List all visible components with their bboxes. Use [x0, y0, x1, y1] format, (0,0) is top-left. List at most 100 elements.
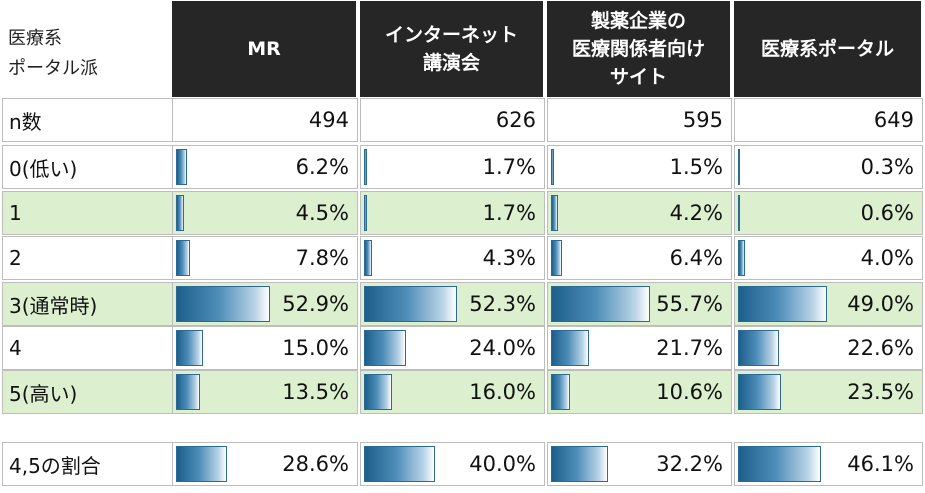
value-bar [738, 286, 827, 322]
data-cell: 40.0% [360, 442, 545, 486]
data-cell: 0.3% [734, 145, 923, 189]
row-label: 5(高い) [2, 370, 172, 414]
data-cell: 32.2% [547, 442, 732, 486]
value-bar [738, 374, 781, 410]
data-cell: 6.2% [172, 145, 358, 189]
data-label: 55.7% [656, 292, 723, 316]
data-label: 32.2% [656, 452, 723, 476]
row-label: 0(低い) [2, 145, 172, 189]
data-cell: 52.9% [172, 282, 358, 326]
data-label: 4.2% [669, 201, 723, 225]
value-bar [176, 446, 227, 482]
data-cell: 22.6% [734, 326, 923, 370]
column-header: MR [172, 1, 356, 97]
data-cell: 23.5% [734, 370, 923, 414]
row-label: 1 [2, 191, 172, 235]
data-label: 4.5% [295, 201, 349, 225]
count-label: 626 [495, 108, 536, 132]
value-bar [364, 195, 367, 231]
data-cell: 21.7% [547, 326, 732, 370]
data-label: 4.3% [482, 246, 536, 270]
data-label: 1.7% [482, 155, 536, 179]
data-cell: 15.0% [172, 326, 358, 370]
data-cell: 0.6% [734, 191, 923, 235]
data-label: 0.6% [860, 201, 914, 225]
column-header: 医療系ポータル [734, 1, 921, 97]
data-cell: 49.0% [734, 282, 923, 326]
data-cell: 16.0% [360, 370, 545, 414]
data-cell: 46.1% [734, 442, 923, 486]
value-bar [176, 330, 203, 366]
data-label: 4.0% [860, 246, 914, 270]
data-cell: 4.3% [360, 236, 545, 280]
value-bar [176, 240, 190, 276]
data-label: 6.4% [669, 246, 723, 270]
row-label: 4 [2, 326, 172, 370]
data-label: 1.7% [482, 201, 536, 225]
value-bar [364, 286, 457, 322]
count-label: 649 [873, 108, 914, 132]
count-label: 494 [308, 108, 349, 132]
row-label: 2 [2, 236, 172, 280]
corner-label: 医療系 ポータル派 [8, 28, 98, 79]
data-cell: 7.8% [172, 236, 358, 280]
data-label: 24.0% [469, 336, 536, 360]
data-label: 49.0% [847, 292, 914, 316]
data-label: 23.5% [847, 380, 914, 404]
value-bar [551, 195, 559, 231]
data-cell: 6.4% [547, 236, 732, 280]
data-cell: 1.7% [360, 145, 545, 189]
data-label: 28.6% [282, 452, 349, 476]
data-cell: 55.7% [547, 282, 732, 326]
data-label: 21.7% [656, 336, 723, 360]
value-bar [551, 149, 554, 185]
data-cell: 4.5% [172, 191, 358, 235]
value-bar [551, 446, 608, 482]
value-bar [738, 149, 740, 185]
count-label: 595 [682, 108, 723, 132]
value-bar [364, 149, 367, 185]
row-label: n数 [2, 98, 172, 142]
data-cell: 1.5% [547, 145, 732, 189]
column-header: 製薬企業の 医療関係者向け サイト [547, 1, 730, 97]
value-bar [551, 286, 650, 322]
data-label: 40.0% [469, 452, 536, 476]
data-label: 22.6% [847, 336, 914, 360]
column-header: インターネット 講演会 [360, 1, 543, 97]
value-bar [364, 240, 372, 276]
data-label: 7.8% [295, 246, 349, 270]
value-bar [738, 195, 740, 231]
value-bar [738, 240, 746, 276]
value-bar [176, 374, 201, 410]
data-cell: 626 [360, 98, 545, 142]
value-bar [364, 446, 435, 482]
data-cell: 595 [547, 98, 732, 142]
row-label: 4,5の割合 [2, 442, 172, 486]
value-bar [176, 149, 188, 185]
value-bar [176, 286, 271, 322]
data-cell: 52.3% [360, 282, 545, 326]
data-label: 13.5% [282, 380, 349, 404]
data-label: 10.6% [656, 380, 723, 404]
data-cell: 1.7% [360, 191, 545, 235]
data-cell: 4.2% [547, 191, 732, 235]
data-label: 52.3% [469, 292, 536, 316]
data-label: 52.9% [282, 292, 349, 316]
data-cell: 24.0% [360, 326, 545, 370]
data-cell: 28.6% [172, 442, 358, 486]
data-label: 0.3% [860, 155, 914, 179]
data-label: 15.0% [282, 336, 349, 360]
value-bar [551, 330, 590, 366]
value-bar [176, 195, 184, 231]
data-cell: 10.6% [547, 370, 732, 414]
row-label: 3(通常時) [2, 282, 172, 326]
value-bar [551, 240, 563, 276]
data-label: 46.1% [847, 452, 914, 476]
data-cell: 494 [172, 98, 358, 142]
data-label: 6.2% [295, 155, 349, 179]
value-bar [738, 330, 779, 366]
data-cell: 649 [734, 98, 923, 142]
value-bar [738, 446, 822, 482]
value-bar [364, 330, 407, 366]
data-label: 16.0% [469, 380, 536, 404]
